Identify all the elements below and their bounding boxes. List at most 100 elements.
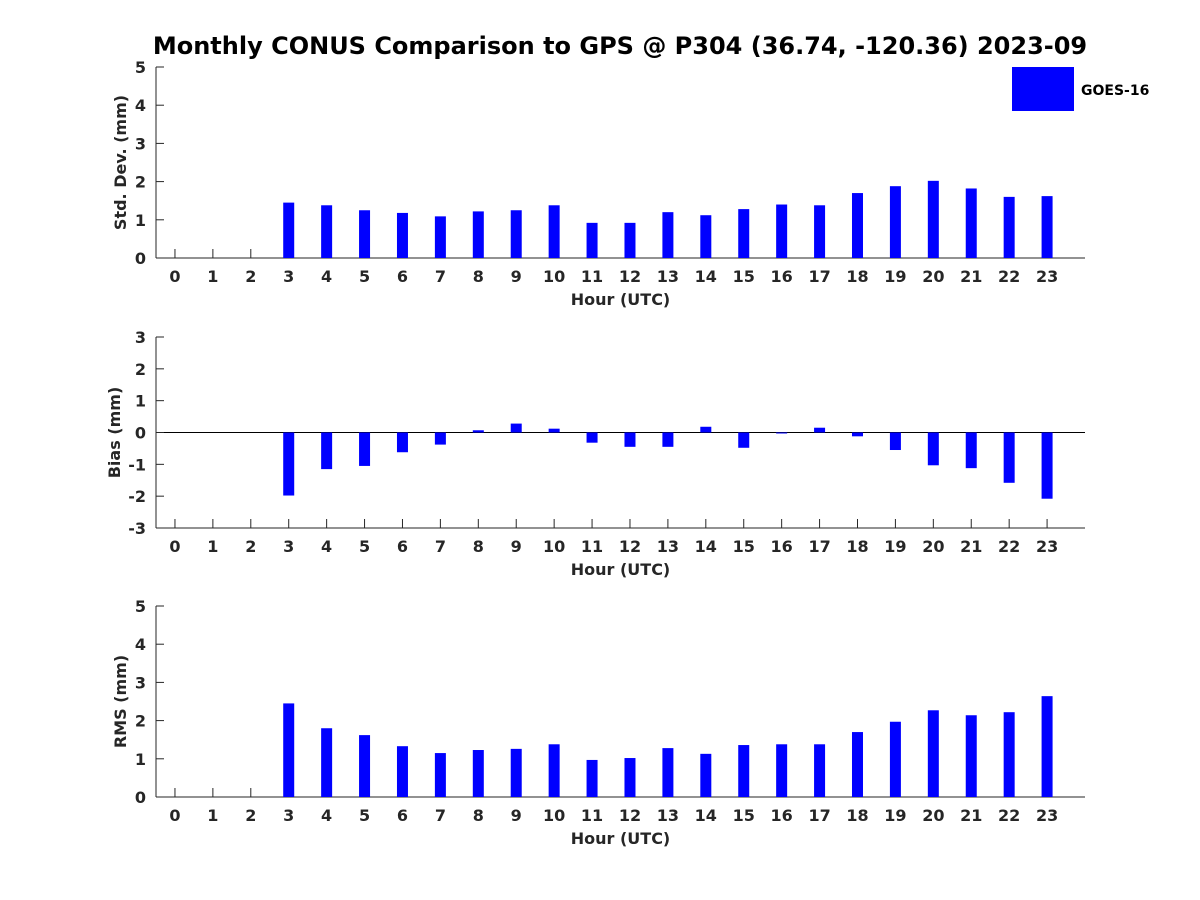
x-tick-label: 4 [321,537,332,556]
bar-hour-22 [1003,196,1015,258]
x-tick-label: 2 [245,537,256,556]
bar-hour-15 [738,432,750,448]
x-tick-label: 7 [435,806,446,825]
bar-hour-15 [738,209,750,258]
bar-hour-18 [851,193,863,258]
x-tick-label: 22 [998,806,1020,825]
x-tick-label: 21 [960,267,982,286]
x-tick-label: 21 [960,806,982,825]
x-tick-label: 20 [922,537,944,556]
bar-hour-7 [434,216,446,258]
bar-hour-4 [321,205,333,258]
x-axis-label: Hour (UTC) [571,829,671,848]
y-tick-label: 2 [135,712,146,731]
x-tick-label: 6 [397,806,408,825]
x-tick-label: 14 [695,806,717,825]
legend-swatch [1012,67,1074,111]
bar-hour-14 [700,753,712,797]
bar-hour-5 [359,735,371,797]
x-tick-label: 6 [397,267,408,286]
bar-hour-19 [889,432,901,451]
y-tick-label: 4 [135,96,146,115]
x-tick-label: 11 [581,267,603,286]
x-tick-label: 7 [435,267,446,286]
bar-hour-12 [624,758,636,797]
y-tick-label: 4 [135,635,146,654]
x-tick-label: 1 [207,267,218,286]
y-tick-label: 1 [135,392,146,411]
x-tick-label: 0 [169,267,180,286]
x-tick-label: 14 [695,537,717,556]
bar-hour-16 [776,744,788,797]
bar-hour-10 [548,428,560,433]
x-tick-label: 15 [733,537,755,556]
bar-hour-3 [283,202,295,258]
x-tick-label: 3 [283,537,294,556]
x-tick-label: 14 [695,267,717,286]
x-tick-label: 0 [169,806,180,825]
x-tick-label: 13 [657,806,679,825]
y-tick-label: 1 [135,211,146,230]
bar-hour-6 [396,432,408,453]
bar-hour-14 [700,426,712,433]
bar-hour-10 [548,744,560,797]
x-axis-label: Hour (UTC) [571,290,671,309]
bar-hour-5 [359,432,371,466]
x-tick-label: 16 [771,267,793,286]
bar-hour-13 [662,432,674,447]
bar-hour-11 [586,759,598,797]
bar-hour-23 [1041,432,1053,499]
bar-hour-23 [1041,696,1053,797]
x-tick-label: 11 [581,537,603,556]
x-tick-label: 20 [922,806,944,825]
bar-hour-21 [965,188,977,258]
bar-hour-9 [510,210,522,258]
bar-hour-13 [662,212,674,258]
bar-hour-6 [396,746,408,797]
bar-hour-20 [927,432,939,466]
x-tick-label: 8 [473,806,484,825]
chart-title: Monthly CONUS Comparison to GPS @ P304 (… [153,32,1087,60]
bar-hour-8 [472,211,484,258]
bar-hour-15 [738,745,750,797]
x-tick-label: 5 [359,806,370,825]
x-tick-label: 15 [733,267,755,286]
bar-hour-4 [321,728,333,797]
y-axis-label: RMS (mm) [111,655,130,748]
bar-hour-9 [510,423,522,433]
x-tick-label: 2 [245,267,256,286]
bar-hour-20 [927,180,939,258]
x-tick-label: 18 [846,806,868,825]
x-tick-label: 5 [359,267,370,286]
bar-hour-7 [434,753,446,797]
x-axis-label: Hour (UTC) [571,560,671,579]
bar-hour-22 [1003,712,1015,797]
x-tick-label: 8 [473,537,484,556]
x-tick-label: 10 [543,537,565,556]
legend: GOES-16 [1012,67,1149,111]
x-tick-label: 0 [169,537,180,556]
y-tick-label: -3 [128,519,146,538]
bar-hour-8 [472,750,484,797]
x-tick-label: 19 [884,806,906,825]
x-tick-label: 1 [207,537,218,556]
x-tick-label: 8 [473,267,484,286]
x-tick-label: 13 [657,537,679,556]
bar-hour-19 [889,186,901,258]
bar-hour-10 [548,205,560,258]
bar-hour-17 [814,205,826,258]
x-tick-label: 18 [846,537,868,556]
bar-hour-3 [283,703,295,797]
y-tick-label: 0 [135,249,146,268]
y-tick-label: 3 [135,328,146,347]
y-tick-label: 1 [135,750,146,769]
y-tick-label: 0 [135,424,146,443]
x-tick-label: 4 [321,267,332,286]
bar-hour-11 [586,432,598,443]
y-tick-label: 0 [135,788,146,807]
x-tick-label: 23 [1036,267,1058,286]
x-tick-label: 12 [619,537,641,556]
bar-hour-12 [624,222,636,258]
